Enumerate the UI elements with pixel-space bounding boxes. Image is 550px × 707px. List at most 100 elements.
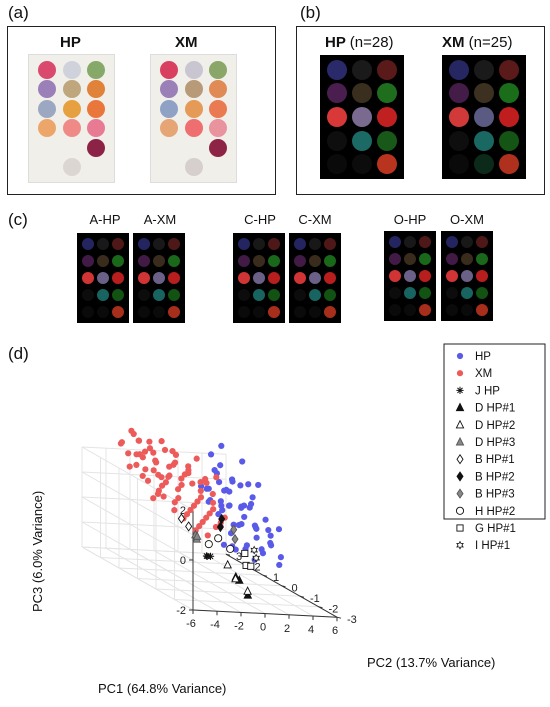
sensor-spot bbox=[208, 80, 227, 99]
data-point-xm bbox=[185, 470, 192, 477]
marker-shape bbox=[128, 427, 135, 434]
legend-label-j-hp: J HP bbox=[475, 385, 500, 397]
panel-c-label-c-hp: C-HP bbox=[244, 212, 276, 227]
sensor-spot bbox=[86, 119, 105, 138]
data-point-hp bbox=[205, 485, 212, 492]
marker-shape bbox=[202, 475, 209, 483]
marker-shape bbox=[199, 518, 206, 526]
marker-shape bbox=[249, 494, 256, 501]
sensor-spot bbox=[160, 60, 179, 79]
marker-shape bbox=[252, 553, 261, 563]
difference-spot bbox=[448, 59, 469, 80]
data-point-b-hp-2 bbox=[218, 513, 226, 525]
difference-spot bbox=[97, 254, 109, 267]
data-point-xm bbox=[202, 475, 209, 483]
sensor-spot bbox=[62, 158, 81, 177]
difference-spot bbox=[419, 270, 432, 282]
difference-spot bbox=[448, 154, 469, 175]
data-point-xm bbox=[204, 532, 211, 539]
panel-a-hp-array bbox=[28, 54, 115, 183]
difference-spot bbox=[293, 254, 306, 267]
difference-spot bbox=[253, 254, 265, 267]
data-point-xm bbox=[210, 506, 217, 513]
difference-spot bbox=[474, 59, 494, 80]
data-point-xm bbox=[142, 466, 149, 473]
marker-shape bbox=[165, 473, 172, 480]
grid-line bbox=[81, 546, 194, 611]
marker-shape bbox=[223, 486, 230, 494]
data-point-hp bbox=[253, 534, 260, 541]
marker-shape bbox=[206, 510, 213, 517]
data-point-xm bbox=[213, 474, 220, 481]
panel-c-label: (c) bbox=[8, 210, 28, 229]
data-point-hp bbox=[207, 451, 215, 458]
difference-spot bbox=[168, 306, 181, 319]
marker-shape bbox=[241, 549, 249, 557]
difference-spot bbox=[168, 237, 181, 250]
legend-marker-hp bbox=[456, 352, 464, 360]
pc2-tick-label: 0 bbox=[292, 583, 298, 595]
data-point-xm bbox=[189, 480, 196, 487]
pc2-tick bbox=[225, 553, 231, 556]
sensor-spot bbox=[62, 80, 81, 99]
panel-b-hp-array bbox=[320, 55, 404, 179]
difference-spot bbox=[404, 270, 416, 282]
difference-spot bbox=[388, 235, 401, 248]
marker-shape bbox=[160, 493, 167, 500]
difference-spot bbox=[445, 270, 458, 282]
data-point-xm bbox=[160, 493, 167, 500]
marker-shape bbox=[117, 440, 124, 447]
difference-spot bbox=[324, 237, 337, 250]
data-point-i-hp-1 bbox=[252, 553, 261, 563]
panel-c-array-a-xm bbox=[133, 233, 185, 323]
marker-shape bbox=[217, 462, 224, 469]
difference-spot bbox=[293, 237, 306, 250]
marker-shape bbox=[218, 513, 226, 525]
panel-b-frame bbox=[296, 26, 545, 195]
difference-spot bbox=[324, 254, 337, 267]
difference-spot bbox=[476, 287, 489, 300]
data-point-hp bbox=[265, 526, 272, 534]
marker-shape bbox=[455, 419, 465, 429]
marker-shape bbox=[245, 481, 252, 488]
panel-a-xm-title: XM bbox=[175, 34, 198, 51]
difference-spot bbox=[352, 154, 372, 175]
difference-spot bbox=[112, 254, 125, 267]
data-point-hp bbox=[267, 539, 274, 547]
difference-spot bbox=[253, 237, 265, 250]
marker-shape bbox=[133, 461, 140, 468]
difference-spot bbox=[153, 289, 165, 302]
data-point-xm bbox=[206, 510, 213, 517]
difference-spot bbox=[499, 59, 520, 80]
difference-spot bbox=[448, 83, 469, 104]
difference-spot bbox=[268, 237, 281, 250]
marker-shape bbox=[185, 463, 192, 470]
marker-shape bbox=[171, 499, 178, 506]
difference-spot bbox=[153, 237, 165, 250]
pc3-tick-label: 0 bbox=[180, 555, 186, 567]
grid-line bbox=[81, 521, 194, 586]
marker-shape bbox=[241, 513, 248, 521]
marker-shape bbox=[185, 521, 193, 532]
marker-shape bbox=[150, 449, 157, 456]
panel-b-hp-n: (n=28) bbox=[349, 34, 394, 51]
marker-shape bbox=[247, 562, 255, 570]
sensor-spot bbox=[184, 119, 203, 138]
pc3-axis-label: PC3 (6.0% Variance) bbox=[30, 491, 45, 612]
data-point-xm bbox=[197, 478, 204, 486]
legend-label-d-hp-1: D HP#1 bbox=[475, 403, 515, 415]
data-point-hp bbox=[249, 494, 256, 501]
data-point-xm bbox=[197, 494, 205, 501]
sensor-spot bbox=[208, 138, 227, 157]
difference-spot bbox=[461, 252, 473, 265]
pc1-tick-label: 4 bbox=[308, 624, 314, 636]
panel-d-label: (d) bbox=[8, 344, 29, 363]
difference-spot bbox=[309, 237, 321, 250]
data-point-xm bbox=[144, 477, 152, 484]
data-point-xm bbox=[203, 514, 210, 521]
difference-spot bbox=[309, 272, 321, 284]
data-point-xm bbox=[146, 445, 154, 452]
difference-spot bbox=[81, 272, 94, 284]
panel-a-frame bbox=[7, 26, 276, 195]
